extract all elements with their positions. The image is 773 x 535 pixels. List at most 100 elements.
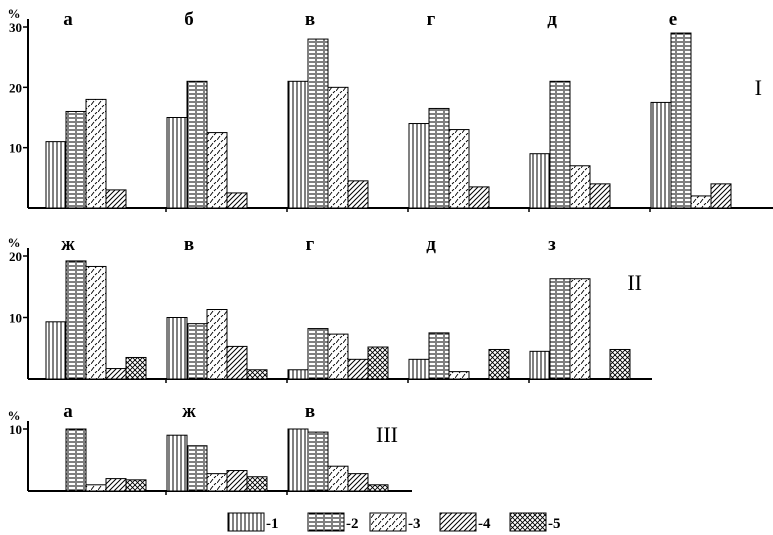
panel-label: III <box>376 422 398 447</box>
bar-series-1 <box>408 123 430 209</box>
bar-series-1 <box>166 117 188 209</box>
bar-series-1 <box>45 141 67 209</box>
chart-panel-2: % 10 20 ж в г д з II <box>8 234 652 383</box>
bar-series-5 <box>609 348 631 380</box>
bar-series-4 <box>226 345 248 380</box>
bar-group <box>529 278 631 380</box>
bar-series-2 <box>549 80 571 209</box>
bar-group <box>287 328 389 380</box>
bar-series-4 <box>468 186 490 209</box>
legend: -1 -2 -3 -4 -5 <box>227 512 561 532</box>
legend-swatch <box>369 512 407 532</box>
bar-series-3 <box>690 195 712 209</box>
group-label: ж <box>61 234 75 255</box>
y-tick-label: 10 <box>9 311 22 326</box>
bar-series-3 <box>327 86 349 209</box>
legend-swatch <box>439 512 477 532</box>
bar-series-4 <box>105 189 127 209</box>
legend-item-3: -3 <box>369 512 421 532</box>
y-axis-unit: % <box>8 6 21 21</box>
legend-label: -4 <box>478 516 491 532</box>
bar-series-3 <box>327 465 349 492</box>
bar-series-1 <box>408 358 430 380</box>
group-label: г <box>306 234 315 255</box>
bar-group <box>287 428 389 492</box>
bar-series-4 <box>226 192 248 209</box>
bar-series-2 <box>307 38 329 209</box>
legend-swatch <box>307 512 345 532</box>
bar-series-5 <box>488 348 510 380</box>
y-tick-label: 10 <box>9 141 22 156</box>
bar-series-2 <box>428 332 450 380</box>
y-tick-label: 30 <box>9 20 22 35</box>
bar-series-3 <box>206 473 228 492</box>
bar-group <box>408 332 510 380</box>
bar-series-3 <box>448 371 470 380</box>
bar-series-2 <box>65 110 87 209</box>
bar-group <box>65 428 147 492</box>
bar-group <box>166 80 248 209</box>
bar-series-4 <box>105 478 127 492</box>
bar-series-1 <box>45 321 67 380</box>
group-label: г <box>427 9 436 30</box>
legend-swatch <box>227 512 265 532</box>
legend-item-5: -5 <box>509 512 561 532</box>
chart-panel-3: %10 а ж в III <box>8 401 412 495</box>
bar-series-4 <box>347 180 369 209</box>
group-label: а <box>63 9 73 30</box>
legend-label: -3 <box>408 516 421 532</box>
bar-group <box>529 80 611 209</box>
bar-series-4 <box>347 358 369 380</box>
bar-series-3 <box>448 129 470 209</box>
bar-group <box>45 260 147 380</box>
bar-series-5 <box>367 484 389 492</box>
group-label: б <box>184 9 194 30</box>
bar-series-3 <box>569 278 591 380</box>
y-tick-label: 20 <box>9 80 22 95</box>
legend-item-1: -1 <box>227 512 279 532</box>
y-tick-label: 10 <box>9 422 22 437</box>
bar-series-1 <box>287 369 309 380</box>
chart-panel-1: % 10 20 30 а б в г д е I <box>8 6 773 212</box>
bar-series-2 <box>549 278 571 380</box>
bar-group <box>650 32 732 209</box>
bar-series-4 <box>589 183 611 209</box>
bar-series-2 <box>186 323 208 380</box>
bar-series-2 <box>670 32 692 209</box>
bar-series-1 <box>650 101 672 209</box>
bar-group <box>166 309 268 380</box>
bar-series-4 <box>347 473 369 492</box>
bar-series-3 <box>206 309 228 380</box>
bar-group <box>408 107 490 209</box>
legend-item-4: -4 <box>439 512 491 532</box>
group-label: д <box>426 234 436 255</box>
group-label: д <box>547 9 557 30</box>
legend-label: -2 <box>346 516 359 532</box>
bar-series-2 <box>307 431 329 492</box>
legend-item-2: -2 <box>307 512 359 532</box>
bar-series-2 <box>186 80 208 209</box>
group-label: а <box>63 401 73 422</box>
bar-series-5 <box>125 356 147 380</box>
bar-series-1 <box>529 153 551 209</box>
bar-series-1 <box>166 434 188 492</box>
group-label: ж <box>182 401 196 422</box>
bar-series-3 <box>85 98 107 209</box>
y-axis-unit: % <box>8 235 21 250</box>
bar-series-5 <box>125 479 147 492</box>
bar-series-4 <box>105 368 127 380</box>
group-label: е <box>669 9 677 30</box>
bar-series-1 <box>287 80 309 209</box>
bar-series-4 <box>226 470 248 492</box>
bar-series-5 <box>246 476 268 492</box>
group-label: в <box>184 234 194 255</box>
bar-series-4 <box>710 183 732 209</box>
bar-series-2 <box>65 260 87 380</box>
bar-group <box>287 38 369 209</box>
bar-series-5 <box>246 369 268 380</box>
group-label: в <box>305 401 315 422</box>
group-label: в <box>305 9 315 30</box>
bar-series-3 <box>85 265 107 380</box>
bar-series-1 <box>529 350 551 380</box>
